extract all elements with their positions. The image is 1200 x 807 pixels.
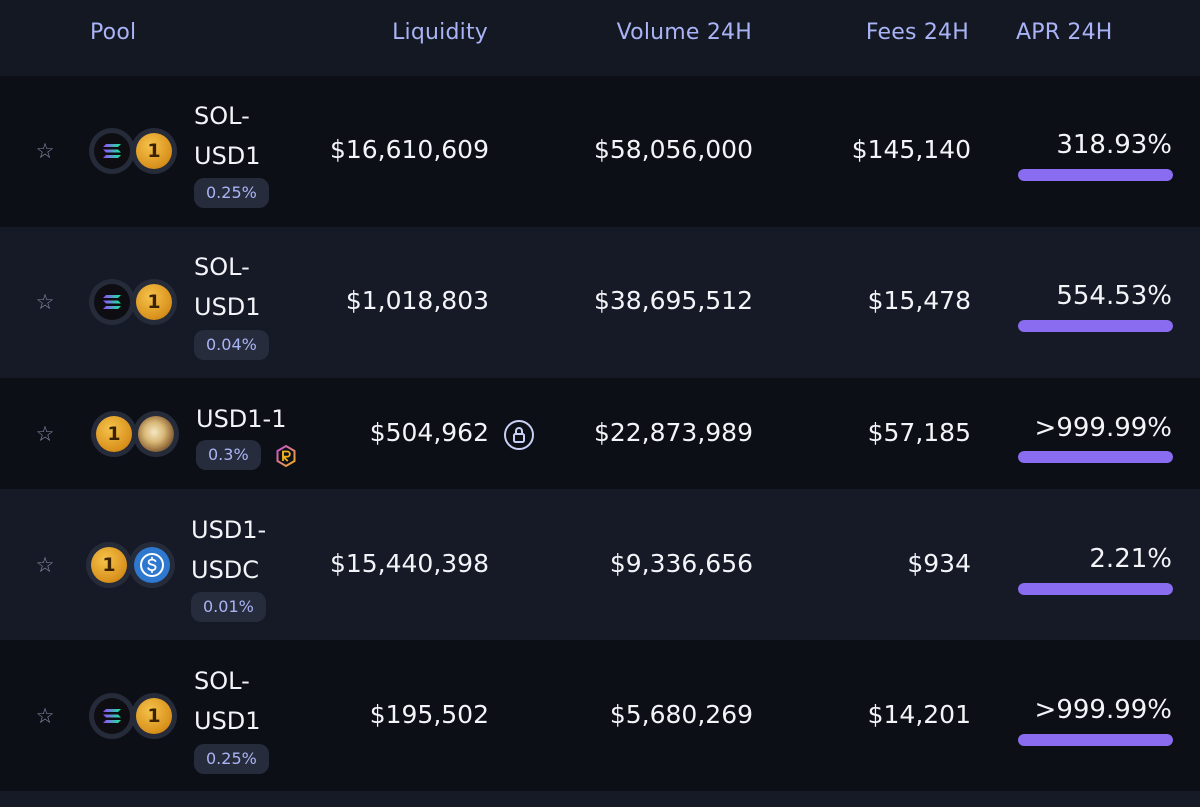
volume-24h-value: $5,680,269 — [609, 700, 753, 729]
apr-24h-value: 554.53% — [1056, 281, 1172, 311]
header-pool[interactable]: Pool — [90, 20, 137, 45]
usd1-icon: 1 — [131, 279, 177, 325]
fee-tier-badge: 0.01% — [191, 592, 266, 622]
meme-token-icon — [133, 411, 179, 457]
sol-icon — [89, 693, 135, 739]
sol-icon — [89, 128, 135, 174]
apr-24h-value: >999.99% — [1034, 695, 1172, 725]
pair-name-line1: SOL- — [194, 667, 250, 695]
volume-24h-value: $38,695,512 — [593, 286, 753, 315]
favorite-star-icon[interactable]: ☆ — [35, 704, 55, 728]
fees-24h-value: $57,185 — [867, 418, 971, 447]
pair-name-line2: USD1 — [194, 293, 261, 321]
header-liquidity[interactable]: Liquidity — [392, 20, 488, 45]
apr-bar — [1018, 451, 1173, 463]
pair-name-line1: SOL- — [194, 253, 250, 281]
fees-24h-value: $145,140 — [851, 135, 971, 164]
header-fees-24h[interactable]: Fees 24H — [865, 20, 969, 45]
apr-24h-value: >999.99% — [1034, 413, 1172, 443]
pair-name-line2: USD1 — [194, 142, 261, 170]
apr-bar — [1018, 320, 1173, 332]
header-apr-24h[interactable]: APR 24H — [1016, 20, 1113, 45]
fee-tier-badge: 0.3% — [196, 440, 261, 470]
table-row[interactable]: ☆ 1 SOL- USD1 0.25% $16,610,609 $58,056,… — [0, 76, 1200, 227]
apr-bar-fill — [1018, 734, 1173, 746]
apr-bar-fill — [1018, 451, 1173, 463]
locked-liquidity-icon[interactable] — [503, 419, 535, 451]
fee-tier-badge: 0.25% — [194, 744, 269, 774]
pair-name-line1: SOL- — [194, 102, 250, 130]
table-header: Pool Liquidity Volume 24H Fees 24H APR 2… — [0, 0, 1200, 76]
table-row[interactable]: ☆ 1 SOL- USD1 0.04% $1,018,803 $38,695,5… — [0, 227, 1200, 378]
usd1-icon: 1 — [131, 128, 177, 174]
usd1-icon: 1 — [131, 693, 177, 739]
pair-name-line2: USD1 — [194, 707, 261, 735]
liquidity-value: $1,018,803 — [345, 286, 489, 315]
fees-24h-value: $15,478 — [867, 286, 971, 315]
favorite-star-icon[interactable]: ☆ — [35, 139, 55, 163]
volume-24h-value: $9,336,656 — [609, 549, 753, 578]
apr-bar-fill — [1018, 320, 1173, 332]
liquidity-value: $15,440,398 — [329, 549, 489, 578]
fee-tier-badge: 0.25% — [194, 178, 269, 208]
apr-bar — [1018, 734, 1173, 746]
table-row[interactable] — [0, 791, 1200, 807]
pair-name-line2: USDC — [191, 556, 260, 584]
usdc-icon — [129, 542, 175, 588]
sol-icon — [89, 279, 135, 325]
table-row[interactable]: ☆ 1 USD1- USDC 0.01% $15,440,398 $9,336,… — [0, 489, 1200, 640]
favorite-star-icon[interactable]: ☆ — [35, 553, 55, 577]
apr-24h-value: 2.21% — [1089, 544, 1172, 574]
table-row[interactable]: ☆ 1 SOL- USD1 0.25% $195,502 $5,680,269 … — [0, 640, 1200, 791]
raydium-icon — [276, 444, 296, 468]
usd1-icon: 1 — [91, 411, 137, 457]
liquidity-value: $504,962 — [369, 418, 489, 447]
usd1-icon: 1 — [86, 542, 132, 588]
header-volume-24h[interactable]: Volume 24H — [616, 20, 752, 45]
pair-name-line1: USD1- — [191, 516, 267, 544]
fees-24h-value: $934 — [907, 549, 971, 578]
fees-24h-value: $14,201 — [867, 700, 971, 729]
volume-24h-value: $22,873,989 — [593, 418, 753, 447]
volume-24h-value: $58,056,000 — [593, 135, 753, 164]
apr-bar — [1018, 169, 1173, 181]
liquidity-value: $16,610,609 — [329, 135, 489, 164]
liquidity-value: $195,502 — [369, 700, 489, 729]
fee-tier-badge: 0.04% — [194, 330, 269, 360]
apr-24h-value: 318.93% — [1056, 130, 1172, 160]
favorite-star-icon[interactable]: ☆ — [35, 290, 55, 314]
pair-name-line1: USD1-1 — [196, 405, 287, 433]
apr-bar-fill — [1018, 169, 1173, 181]
favorite-star-icon[interactable]: ☆ — [35, 422, 55, 446]
apr-bar-fill — [1018, 583, 1173, 595]
table-row[interactable]: ☆ 1 USD1-1 0.3% $504,962 $22,873,989 $57… — [0, 378, 1200, 489]
apr-bar — [1018, 583, 1173, 595]
